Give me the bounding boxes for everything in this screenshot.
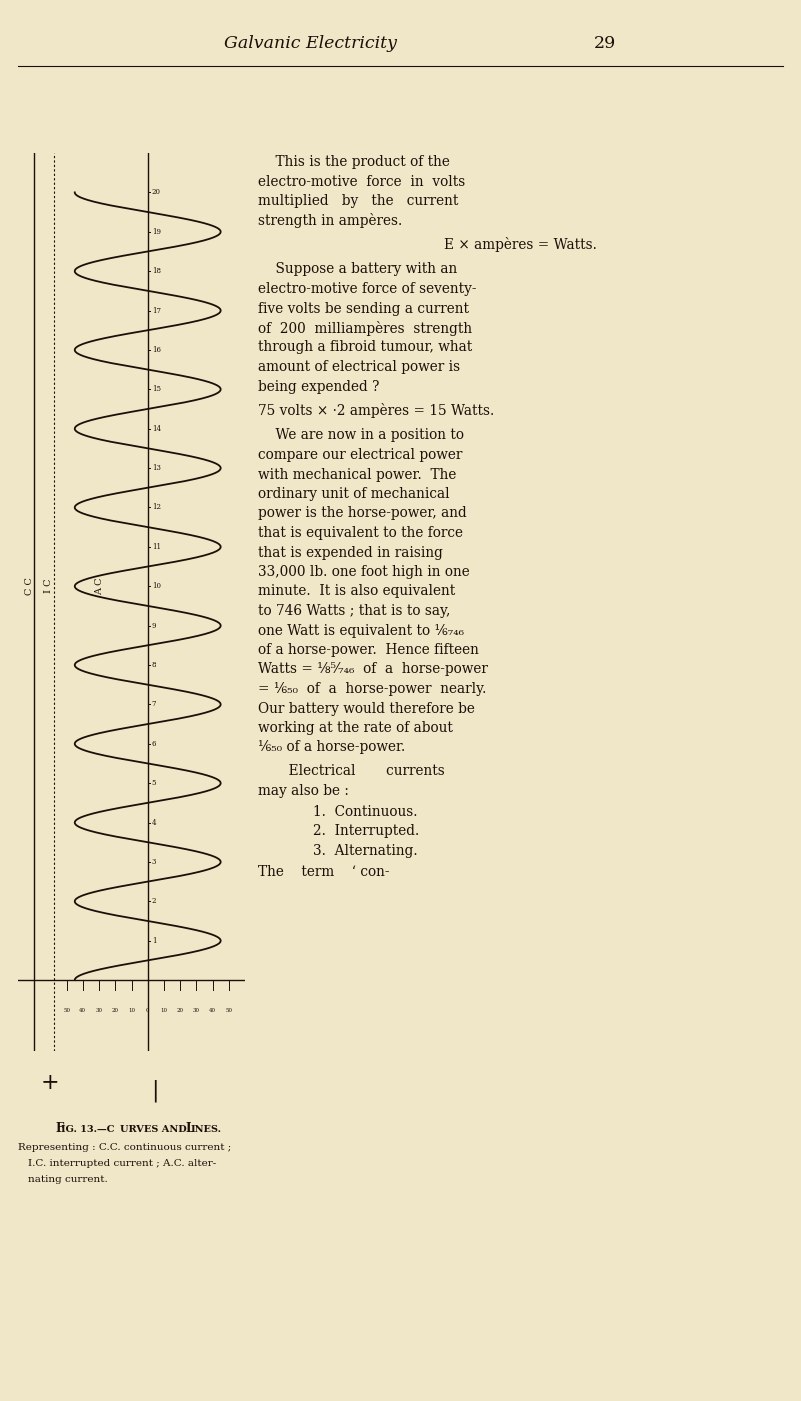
Text: 40: 40 bbox=[79, 1007, 87, 1013]
Text: may also be :: may also be : bbox=[258, 783, 349, 797]
Text: 1.  Continuous.: 1. Continuous. bbox=[313, 806, 417, 820]
Text: 20: 20 bbox=[112, 1007, 119, 1013]
Text: of  200  milliampères  strength: of 200 milliampères strength bbox=[258, 321, 472, 336]
Text: This is the product of the: This is the product of the bbox=[258, 156, 450, 170]
Text: multiplied   by   the   current: multiplied by the current bbox=[258, 193, 458, 207]
Text: 8: 8 bbox=[151, 661, 156, 670]
Text: 3: 3 bbox=[151, 857, 156, 866]
Text: being expended ?: being expended ? bbox=[258, 380, 380, 394]
Text: 30: 30 bbox=[193, 1007, 200, 1013]
Text: 9: 9 bbox=[151, 622, 156, 629]
Text: 18: 18 bbox=[151, 268, 161, 275]
Text: power is the horse-power, and: power is the horse-power, and bbox=[258, 507, 467, 521]
Text: We are now in a position to: We are now in a position to bbox=[258, 429, 464, 443]
Text: 16: 16 bbox=[151, 346, 161, 354]
Text: with mechanical power.  The: with mechanical power. The bbox=[258, 468, 457, 482]
Text: C C: C C bbox=[25, 577, 34, 595]
Text: = ⅙₅₀  of  a  horse-power  nearly.: = ⅙₅₀ of a horse-power nearly. bbox=[258, 682, 486, 696]
Text: 20: 20 bbox=[177, 1007, 183, 1013]
Text: 13: 13 bbox=[151, 464, 161, 472]
Text: electro-motive force of seventy-: electro-motive force of seventy- bbox=[258, 282, 477, 296]
Text: 20: 20 bbox=[151, 188, 161, 196]
Text: 1: 1 bbox=[151, 937, 156, 944]
Text: Galvanic Electricity: Galvanic Electricity bbox=[223, 35, 396, 52]
Text: IG. 13.—C: IG. 13.—C bbox=[61, 1125, 115, 1133]
Text: I.C. interrupted current ; A.C. alter-: I.C. interrupted current ; A.C. alter- bbox=[28, 1159, 216, 1167]
Text: working at the rate of about: working at the rate of about bbox=[258, 722, 453, 736]
Text: 3.  Alternating.: 3. Alternating. bbox=[313, 843, 417, 857]
Text: I C: I C bbox=[44, 579, 54, 594]
Text: |: | bbox=[151, 1080, 159, 1103]
Text: A C: A C bbox=[95, 577, 103, 595]
Text: minute.  It is also equivalent: minute. It is also equivalent bbox=[258, 584, 455, 598]
Text: 11: 11 bbox=[151, 542, 161, 551]
Text: nating current.: nating current. bbox=[28, 1174, 108, 1184]
Text: 10: 10 bbox=[160, 1007, 167, 1013]
Text: 19: 19 bbox=[151, 228, 161, 235]
Text: 6: 6 bbox=[151, 740, 156, 748]
Text: 50: 50 bbox=[225, 1007, 232, 1013]
Text: five volts be sending a current: five volts be sending a current bbox=[258, 301, 469, 315]
Text: The    term    ‘ con-: The term ‘ con- bbox=[258, 866, 389, 880]
Text: 17: 17 bbox=[151, 307, 161, 315]
Text: INES.: INES. bbox=[191, 1125, 222, 1133]
Text: Watts = ⅛⁵⁄₇₄₆  of  a  horse-power: Watts = ⅛⁵⁄₇₄₆ of a horse-power bbox=[258, 663, 488, 677]
Text: to 746 Watts ; that is to say,: to 746 Watts ; that is to say, bbox=[258, 604, 450, 618]
Text: 7: 7 bbox=[151, 700, 156, 709]
Text: 15: 15 bbox=[151, 385, 161, 394]
Text: 10: 10 bbox=[128, 1007, 135, 1013]
Text: 10: 10 bbox=[151, 583, 161, 590]
Text: 75 volts × ·2 ampères = 15 Watts.: 75 volts × ·2 ampères = 15 Watts. bbox=[258, 403, 494, 417]
Text: one Watt is equivalent to ⅙₇₄₆: one Watt is equivalent to ⅙₇₄₆ bbox=[258, 623, 464, 637]
Text: of a horse-power.  Hence fifteen: of a horse-power. Hence fifteen bbox=[258, 643, 479, 657]
Text: ⅙₅₀ of a horse-power.: ⅙₅₀ of a horse-power. bbox=[258, 741, 405, 755]
Text: Our battery would therefore be: Our battery would therefore be bbox=[258, 702, 475, 716]
Text: strength in ampères.: strength in ampères. bbox=[258, 213, 402, 228]
Text: Representing : C.C. continuous current ;: Representing : C.C. continuous current ; bbox=[18, 1142, 231, 1152]
Text: L: L bbox=[185, 1122, 193, 1135]
Text: compare our electrical power: compare our electrical power bbox=[258, 448, 462, 462]
Text: 4: 4 bbox=[151, 818, 156, 827]
Text: Electrical       currents: Electrical currents bbox=[258, 764, 445, 778]
Text: 50: 50 bbox=[63, 1007, 70, 1013]
Text: URVES AND: URVES AND bbox=[120, 1125, 190, 1133]
Text: 14: 14 bbox=[151, 425, 161, 433]
Text: 2.  Interrupted.: 2. Interrupted. bbox=[313, 825, 419, 839]
Text: ordinary unit of mechanical: ordinary unit of mechanical bbox=[258, 488, 449, 502]
Text: 40: 40 bbox=[209, 1007, 216, 1013]
Text: +: + bbox=[41, 1072, 59, 1094]
Text: F: F bbox=[55, 1122, 63, 1135]
Text: 30: 30 bbox=[95, 1007, 103, 1013]
Text: amount of electrical power is: amount of electrical power is bbox=[258, 360, 460, 374]
Text: that is expended in raising: that is expended in raising bbox=[258, 545, 443, 559]
Text: through a fibroid tumour, what: through a fibroid tumour, what bbox=[258, 340, 473, 354]
Text: 33,000 lb. one foot high in one: 33,000 lb. one foot high in one bbox=[258, 565, 469, 579]
Text: 5: 5 bbox=[151, 779, 156, 787]
Text: 2: 2 bbox=[151, 897, 156, 905]
Text: that is equivalent to the force: that is equivalent to the force bbox=[258, 525, 463, 539]
Text: 12: 12 bbox=[151, 503, 161, 511]
Text: Suppose a battery with an: Suppose a battery with an bbox=[258, 262, 457, 276]
Text: electro-motive  force  in  volts: electro-motive force in volts bbox=[258, 175, 465, 189]
Text: 0: 0 bbox=[146, 1007, 150, 1013]
Text: E × ampères = Watts.: E × ampères = Watts. bbox=[444, 237, 597, 252]
Text: 29: 29 bbox=[594, 35, 616, 52]
